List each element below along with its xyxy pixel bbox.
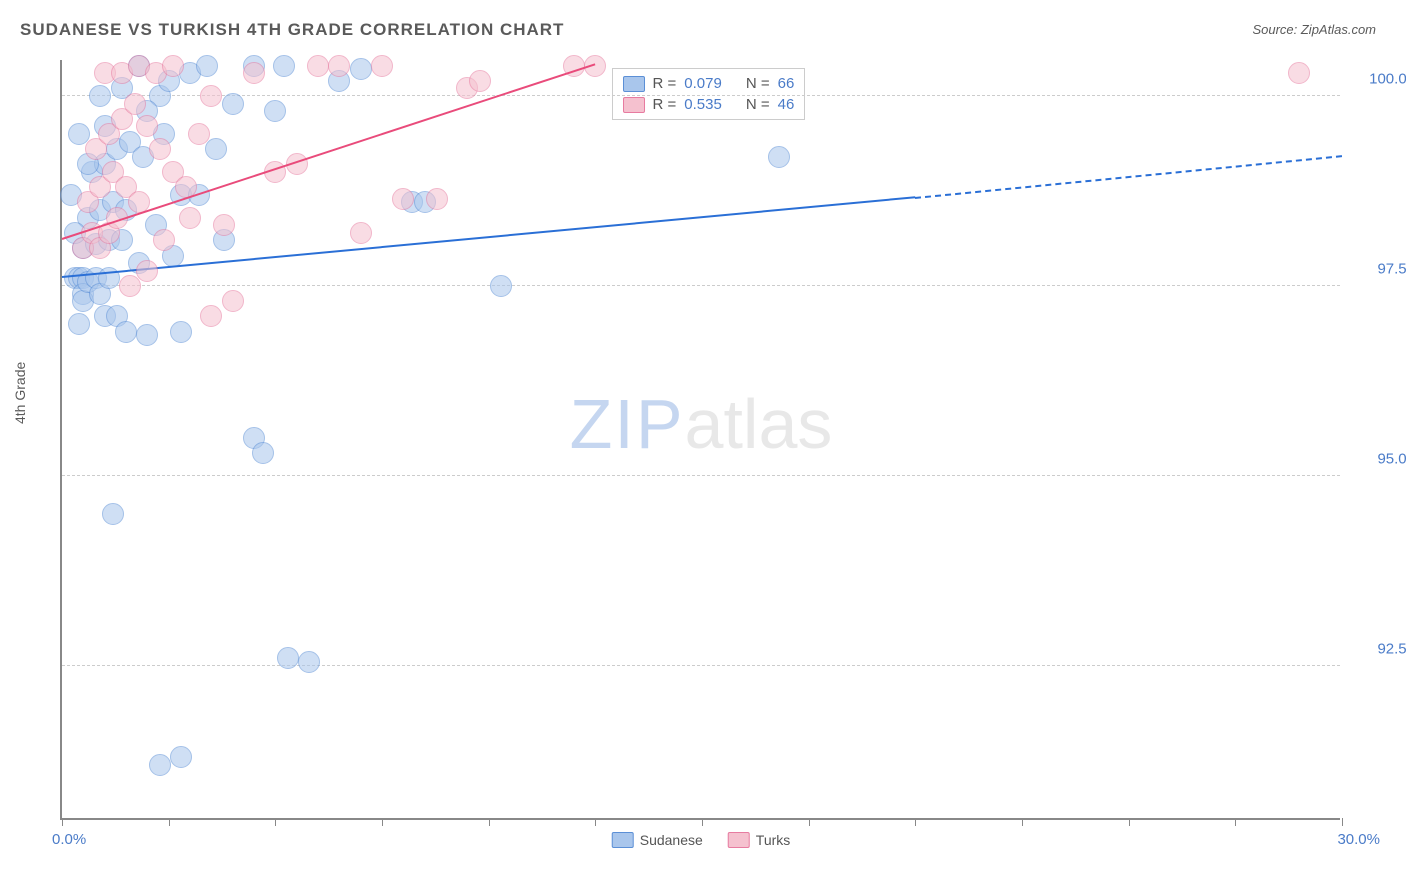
scatter-point — [350, 58, 372, 80]
scatter-point — [222, 93, 244, 115]
gridline — [62, 665, 1340, 666]
x-tick — [1342, 818, 1343, 826]
scatter-point — [200, 305, 222, 327]
scatter-point — [252, 442, 274, 464]
scatter-point — [149, 138, 171, 160]
scatter-point — [277, 647, 299, 669]
stats-row: R = 0.535 N = 46 — [623, 94, 795, 115]
chart-title: SUDANESE VS TURKISH 4TH GRADE CORRELATIO… — [20, 20, 564, 40]
stat-r-label: R = — [653, 96, 677, 113]
bottom-legend: Sudanese Turks — [612, 832, 791, 848]
scatter-point — [426, 188, 448, 210]
stat-r-label: R = — [653, 75, 677, 92]
x-tick — [1235, 818, 1236, 826]
x-axis-label-min: 0.0% — [52, 831, 86, 848]
scatter-point — [170, 746, 192, 768]
scatter-point — [273, 55, 295, 77]
plot-area: ZIPatlas R =0.079N =66R =0.535N =46 0.0%… — [60, 60, 1340, 820]
y-tick-label: 95.0% — [1350, 451, 1406, 468]
scatter-point — [243, 62, 265, 84]
scatter-point — [222, 290, 244, 312]
scatter-point — [469, 70, 491, 92]
scatter-point — [124, 93, 146, 115]
stats-row: R = 0.079 N = 66 — [623, 73, 795, 94]
trend-line-dashed — [915, 155, 1342, 199]
scatter-point — [102, 503, 124, 525]
scatter-point — [1288, 62, 1310, 84]
gridline — [62, 95, 1340, 96]
gridline — [62, 285, 1340, 286]
stat-n-label: N = — [746, 75, 770, 92]
stats-box: R = 0.079 N = 66 R = 0.535 N = 46 — [612, 68, 806, 120]
x-tick — [489, 818, 490, 826]
legend-label: Turks — [756, 832, 790, 848]
x-tick — [275, 818, 276, 826]
legend-item: Sudanese — [612, 832, 703, 848]
scatter-point — [188, 123, 210, 145]
scatter-point — [205, 138, 227, 160]
x-tick — [595, 818, 596, 826]
scatter-point — [136, 324, 158, 346]
scatter-point — [196, 55, 218, 77]
scatter-point — [350, 222, 372, 244]
scatter-point — [68, 313, 90, 335]
stat-r-value: 0.079 — [684, 75, 722, 92]
stat-r-value: 0.535 — [684, 96, 722, 113]
scatter-point — [298, 651, 320, 673]
stat-n-value: 66 — [778, 75, 795, 92]
legend-item: Turks — [728, 832, 790, 848]
x-tick — [62, 818, 63, 826]
scatter-point — [162, 55, 184, 77]
scatter-point — [149, 754, 171, 776]
watermark-zip: ZIP — [570, 385, 685, 463]
scatter-point — [119, 275, 141, 297]
scatter-point — [136, 260, 158, 282]
stat-n-label: N = — [746, 96, 770, 113]
scatter-point — [392, 188, 414, 210]
x-tick — [382, 818, 383, 826]
scatter-point — [768, 146, 790, 168]
gridline — [62, 475, 1340, 476]
x-tick — [702, 818, 703, 826]
x-tick — [169, 818, 170, 826]
scatter-point — [170, 321, 192, 343]
scatter-point — [371, 55, 393, 77]
watermark: ZIPatlas — [570, 384, 833, 464]
scatter-point — [179, 207, 201, 229]
scatter-point — [200, 85, 222, 107]
y-tick-label: 100.0% — [1350, 71, 1406, 88]
watermark-atlas: atlas — [685, 385, 833, 463]
legend-swatch — [728, 832, 750, 848]
y-tick-label: 97.5% — [1350, 261, 1406, 278]
source-credit: Source: ZipAtlas.com — [1252, 22, 1376, 37]
x-tick — [1022, 818, 1023, 826]
scatter-point — [213, 214, 235, 236]
scatter-point — [307, 55, 329, 77]
x-axis-label-max: 30.0% — [1337, 831, 1380, 848]
legend-swatch — [623, 76, 645, 92]
x-tick — [809, 818, 810, 826]
scatter-point — [136, 115, 158, 137]
y-tick-label: 92.5% — [1350, 641, 1406, 658]
x-tick — [1129, 818, 1130, 826]
x-tick — [915, 818, 916, 826]
stat-n-value: 46 — [778, 96, 795, 113]
scatter-point — [115, 321, 137, 343]
legend-label: Sudanese — [640, 832, 703, 848]
scatter-point — [490, 275, 512, 297]
scatter-point — [264, 100, 286, 122]
scatter-point — [89, 85, 111, 107]
y-axis-label: 4th Grade — [12, 362, 28, 424]
legend-swatch — [612, 832, 634, 848]
legend-swatch — [623, 97, 645, 113]
scatter-point — [328, 55, 350, 77]
scatter-point — [153, 229, 175, 251]
